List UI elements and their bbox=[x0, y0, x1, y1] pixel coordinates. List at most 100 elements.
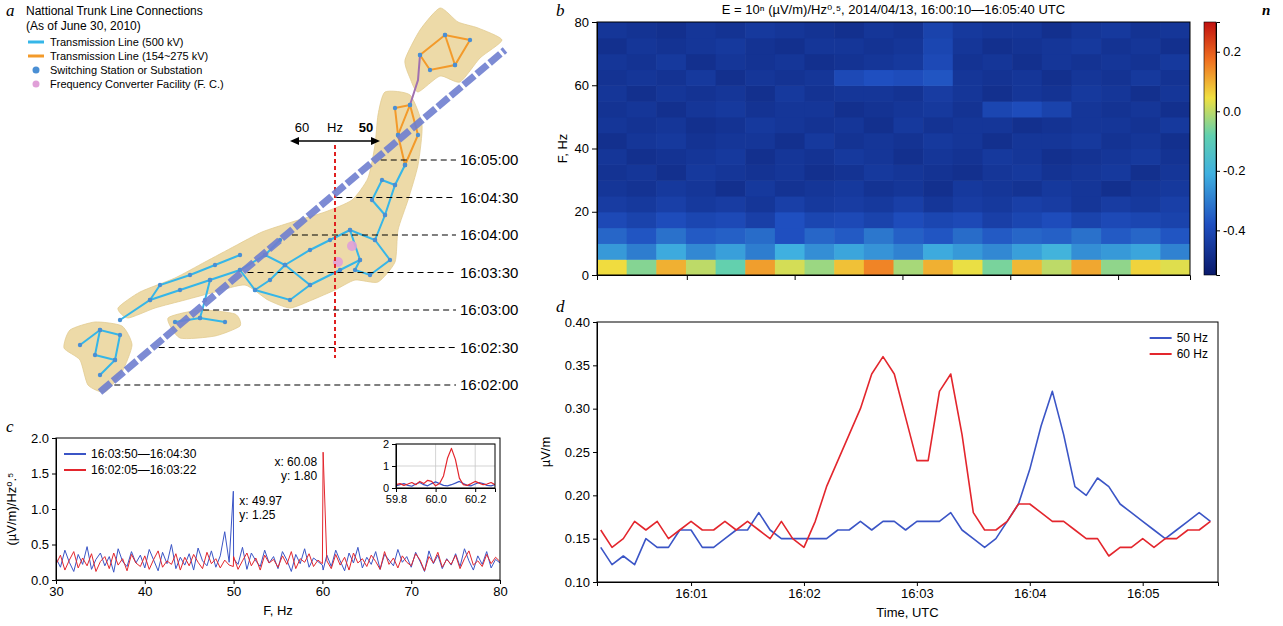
heat-cell bbox=[864, 22, 894, 38]
heat-cell bbox=[775, 149, 805, 165]
heat-cell bbox=[1071, 22, 1101, 38]
substation bbox=[393, 183, 397, 187]
tick-label: 0.20 bbox=[565, 488, 590, 503]
tick: 0.20 bbox=[565, 488, 597, 503]
heat-cell bbox=[656, 22, 686, 38]
heat-cell bbox=[805, 259, 835, 275]
heat-cell bbox=[982, 85, 1012, 101]
substation bbox=[380, 178, 384, 182]
heat-cell bbox=[1160, 133, 1190, 149]
heat-cell bbox=[982, 212, 1012, 228]
heat-cell bbox=[1042, 164, 1072, 180]
heat-cell bbox=[1101, 149, 1131, 165]
tick: 16:03 bbox=[901, 582, 934, 601]
heat-cell bbox=[864, 243, 894, 259]
heat-cell bbox=[745, 69, 775, 85]
heat-cell bbox=[805, 164, 835, 180]
heat-cell bbox=[656, 212, 686, 228]
substation bbox=[348, 228, 352, 232]
legend-swatch bbox=[64, 453, 86, 455]
heat-cell bbox=[627, 38, 657, 54]
tick-label: 16:05 bbox=[1127, 586, 1160, 601]
heat-cell bbox=[864, 164, 894, 180]
heat-cell bbox=[1042, 133, 1072, 149]
heat-cell bbox=[834, 149, 864, 165]
heat-cell bbox=[1101, 228, 1131, 244]
heat-cell bbox=[834, 54, 864, 70]
heat-cell bbox=[627, 133, 657, 149]
tick: -0.4 bbox=[1216, 223, 1245, 238]
heat-cell bbox=[1042, 85, 1072, 101]
substation bbox=[393, 106, 397, 110]
substation bbox=[118, 333, 122, 337]
tick-mark bbox=[1216, 171, 1220, 172]
heat-cell bbox=[805, 243, 835, 259]
legend-swatch bbox=[1150, 337, 1172, 339]
heat-cell bbox=[1131, 149, 1161, 165]
heat-cell bbox=[834, 228, 864, 244]
tick: 0 bbox=[582, 268, 597, 283]
heat-cell bbox=[1160, 54, 1190, 70]
heat-cell bbox=[686, 180, 716, 196]
heat-cell bbox=[1131, 38, 1161, 54]
substation bbox=[370, 198, 374, 202]
tick-label: 60.0 bbox=[425, 493, 446, 505]
tick: -0.2 bbox=[1216, 163, 1245, 178]
legend-swatch bbox=[64, 469, 86, 471]
heat-cell bbox=[745, 259, 775, 275]
tick-mark bbox=[593, 495, 597, 496]
tick-mark bbox=[593, 539, 597, 540]
tick-label: 16:01 bbox=[675, 586, 708, 601]
heat-cell bbox=[627, 180, 657, 196]
heat-cell bbox=[1042, 101, 1072, 117]
tick-mark bbox=[592, 212, 597, 213]
tick: 50 bbox=[227, 580, 241, 599]
substation bbox=[328, 238, 332, 242]
substation bbox=[383, 213, 387, 217]
heat-cell bbox=[1131, 212, 1161, 228]
heat-cell bbox=[1131, 259, 1161, 275]
plot-background bbox=[396, 444, 495, 488]
heat-cell bbox=[923, 259, 953, 275]
tick-label: 16:02 bbox=[788, 586, 821, 601]
heat-cell bbox=[716, 69, 746, 85]
heat-cell bbox=[923, 243, 953, 259]
heat-cell bbox=[686, 117, 716, 133]
heat-cell bbox=[834, 133, 864, 149]
axis-line bbox=[592, 23, 598, 276]
tick-mark bbox=[392, 488, 396, 489]
axis-line bbox=[52, 439, 57, 581]
heat-cell bbox=[745, 212, 775, 228]
legend-label: Transmission Line (500 kV) bbox=[50, 36, 183, 48]
heat-cell bbox=[716, 54, 746, 70]
heat-cell bbox=[923, 196, 953, 212]
heat-cell bbox=[1160, 69, 1190, 85]
heat-cell bbox=[894, 133, 924, 149]
heat-cell bbox=[894, 228, 924, 244]
heat-cell bbox=[834, 180, 864, 196]
heat-cell bbox=[982, 101, 1012, 117]
axis-line bbox=[1217, 23, 1221, 276]
track-time: 16:03:30 bbox=[460, 264, 518, 281]
tick bbox=[1118, 275, 1119, 280]
tick-mark bbox=[687, 275, 688, 280]
heat-cell bbox=[1160, 212, 1190, 228]
land bbox=[405, 8, 502, 92]
tick-mark bbox=[436, 488, 437, 492]
heat-cell bbox=[627, 243, 657, 259]
substation bbox=[308, 248, 312, 252]
heat-cell bbox=[1012, 164, 1042, 180]
track-time: 16:05:00 bbox=[460, 151, 518, 168]
tick-label: 0.30 bbox=[565, 401, 590, 416]
heat-cell bbox=[894, 212, 924, 228]
legend-swatch bbox=[33, 81, 40, 88]
heat-cell bbox=[923, 101, 953, 117]
tick: 1 bbox=[383, 460, 396, 472]
tick-label: 0.5 bbox=[31, 537, 49, 552]
heat-cell bbox=[1012, 196, 1042, 212]
substation bbox=[348, 228, 352, 232]
substation bbox=[113, 358, 117, 362]
tick-mark bbox=[1216, 230, 1220, 231]
link-line bbox=[410, 55, 420, 105]
legend-label: 16:02:05—16:03:22 bbox=[91, 463, 197, 477]
